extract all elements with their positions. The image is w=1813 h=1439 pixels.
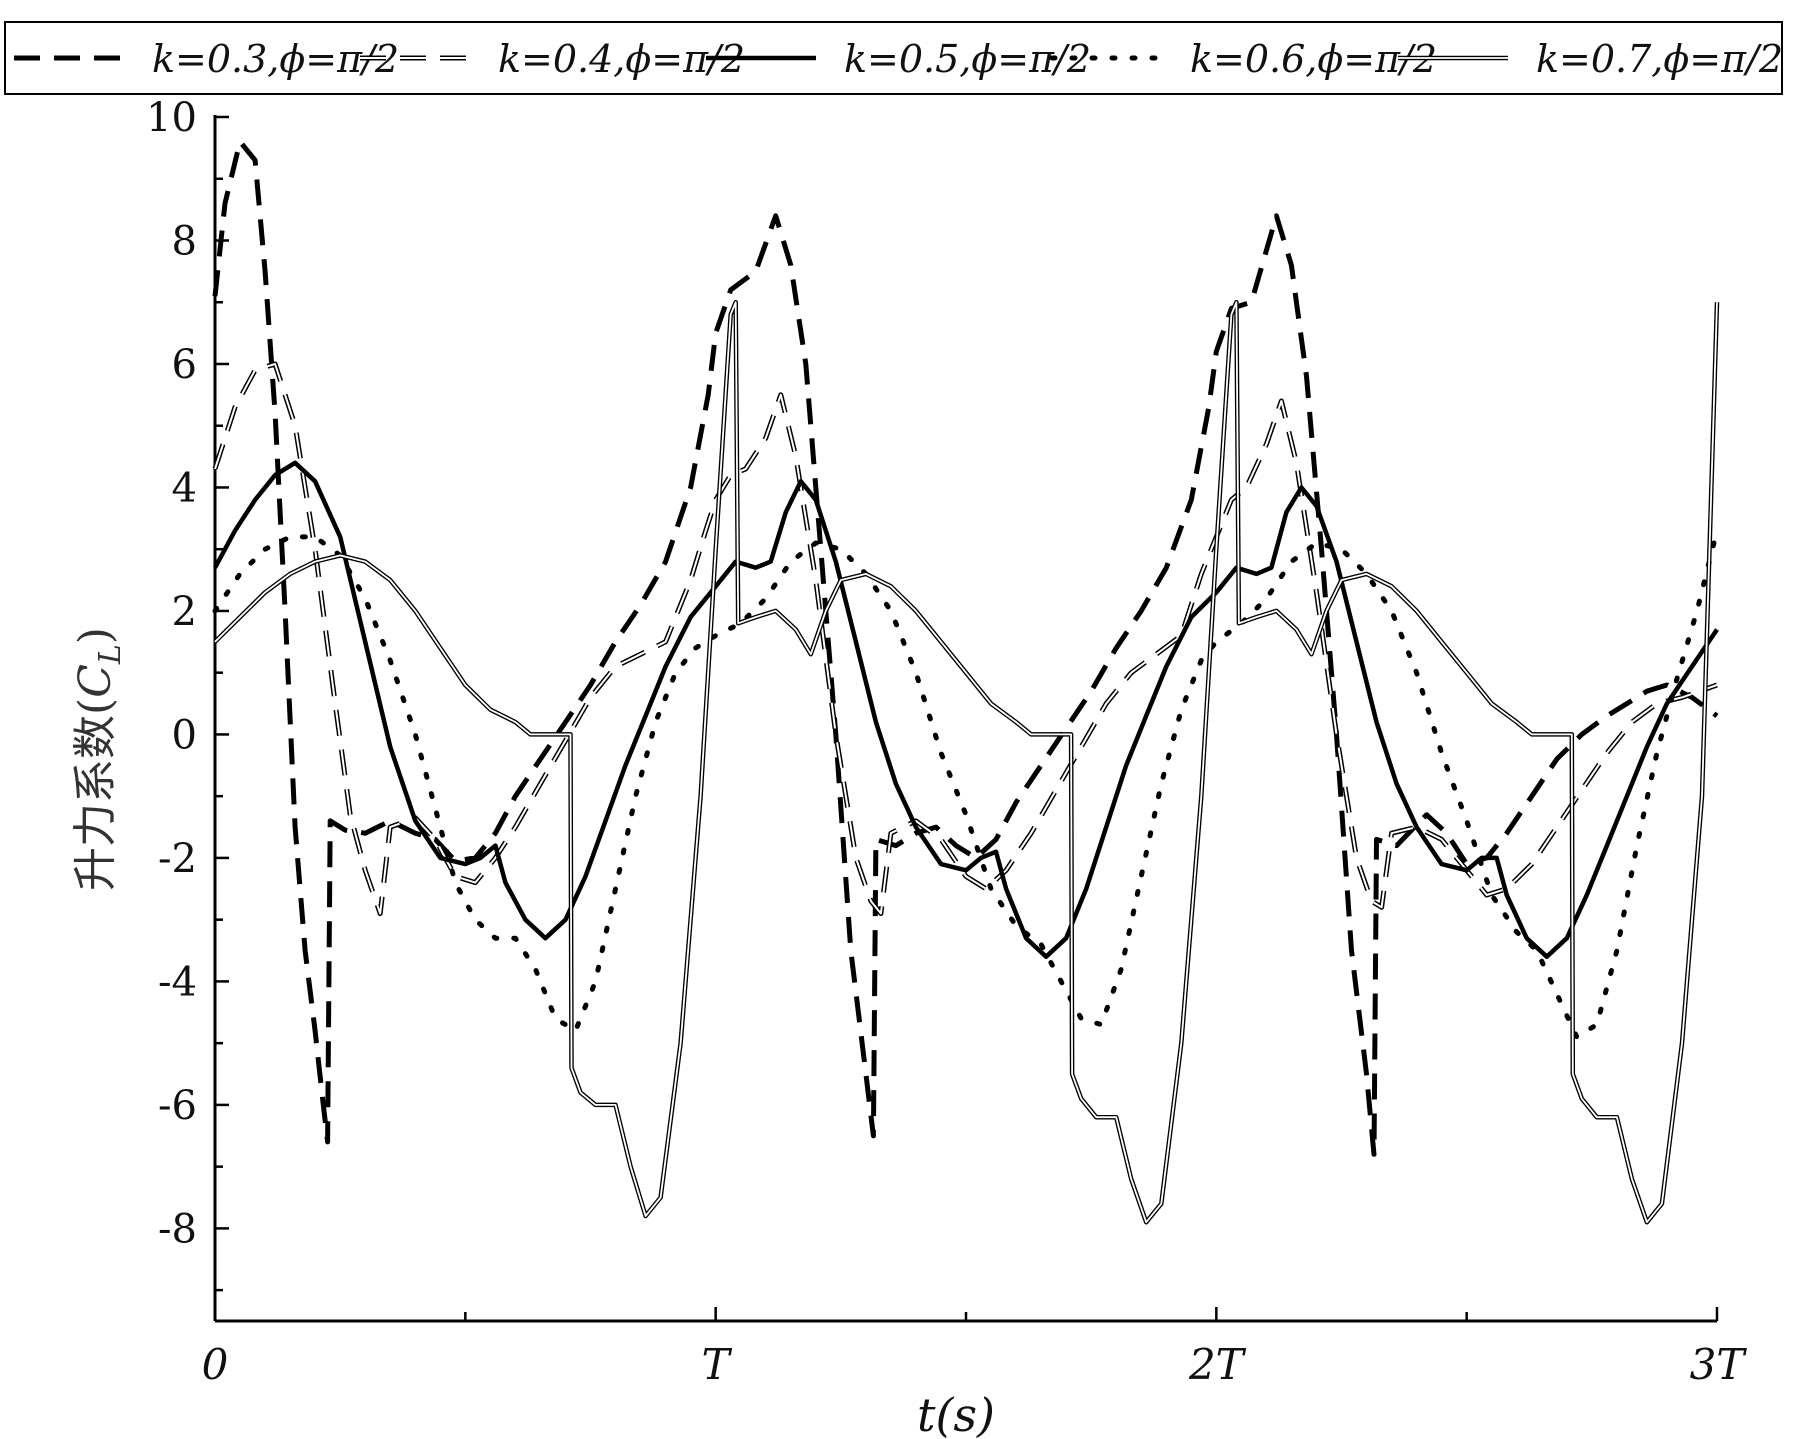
y-tick-label: -2 bbox=[158, 836, 197, 882]
y-tick-label: 2 bbox=[172, 589, 197, 635]
legend-item-5: k=0.7,ϕ=π/2 bbox=[1398, 37, 1783, 81]
series-3 bbox=[213, 460, 1719, 959]
y-tick-label: 0 bbox=[172, 712, 197, 758]
y-tick-label: -8 bbox=[158, 1206, 197, 1252]
series-5-line-inner bbox=[214, 301, 1718, 1224]
y-tick-label: -4 bbox=[158, 959, 197, 1005]
legend-label: k=0.3,ϕ=π/2 bbox=[152, 37, 399, 81]
y-axis-title-subscript: L bbox=[93, 644, 128, 665]
legend-item-1: k=0.3,ϕ=π/2 bbox=[14, 37, 399, 81]
plot-area bbox=[212, 139, 1720, 1225]
x-tick-label: 2T bbox=[1188, 1340, 1247, 1389]
series-4 bbox=[212, 528, 1720, 1040]
series-2 bbox=[212, 361, 1718, 916]
series-4-line bbox=[212, 528, 1720, 1040]
y-tick-label: 4 bbox=[172, 465, 197, 511]
legend-item-2: k=0.4,ϕ=π/2 bbox=[360, 37, 745, 81]
legend-label: k=0.7,ϕ=π/2 bbox=[1536, 37, 1783, 81]
series-2-line-inner bbox=[214, 363, 1718, 915]
y-tick-label: -6 bbox=[158, 1083, 197, 1129]
y-axis-title-open-paren: ( bbox=[70, 698, 121, 715]
y-tick-label: 10 bbox=[146, 95, 197, 141]
axes: -8 -6 -4 -2 0 2 4 6 8 10 0 T 2T 3T bbox=[146, 95, 1747, 1389]
x-tick-label: T bbox=[702, 1340, 733, 1389]
series-3-line bbox=[213, 460, 1719, 959]
legend-item-4: k=0.6,ϕ=π/2 bbox=[1049, 37, 1437, 81]
x-tick-label: 0 bbox=[202, 1340, 229, 1389]
legend-box bbox=[4, 21, 1783, 95]
x-axis-title: t(s) bbox=[917, 1388, 995, 1439]
legend: k=0.3,ϕ=π/2 k=0.4,ϕ=π/2 k=0.5,ϕ=π/2 k=0.6,ϕ… bbox=[4, 21, 1783, 95]
legend-label: k=0.4,ϕ=π/2 bbox=[498, 37, 745, 81]
y-tick-label: 6 bbox=[172, 342, 197, 388]
series-1 bbox=[212, 139, 1719, 1157]
series-1-line bbox=[212, 139, 1719, 1157]
x-tick-label: 3T bbox=[1690, 1340, 1748, 1389]
y-axis-title-close-paren: ) bbox=[70, 627, 121, 644]
y-axis-title-symbol: C bbox=[70, 664, 121, 698]
y-axis-title-main: 升力系数 bbox=[70, 715, 121, 891]
y-tick-label: 8 bbox=[172, 218, 197, 264]
series-5 bbox=[213, 299, 1720, 1225]
y-axis-title: 升力系数(CL) bbox=[70, 627, 128, 891]
legend-label: k=0.6,ϕ=π/2 bbox=[1190, 37, 1437, 81]
